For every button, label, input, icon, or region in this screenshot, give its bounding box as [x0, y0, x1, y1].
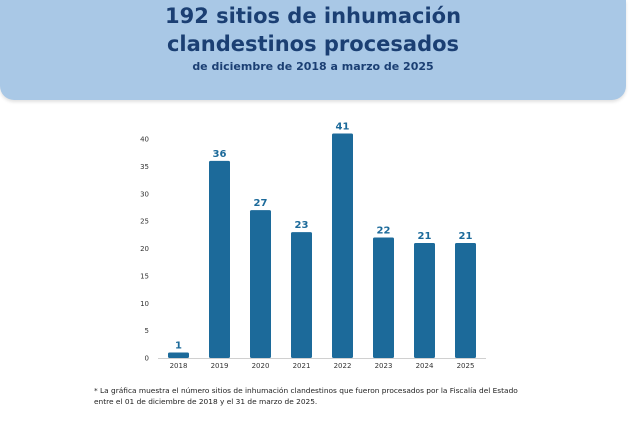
- y-tick-label: 40: [140, 136, 149, 144]
- data-label-2021: 23: [295, 220, 309, 231]
- title-line-1: 192 sitios de inhumación: [164, 4, 462, 28]
- data-label-2025: 21: [459, 231, 473, 242]
- bar-2023: [373, 237, 394, 358]
- data-label-2022: 41: [336, 122, 350, 133]
- y-tick-label: 15: [140, 272, 149, 280]
- chart-subtitle: de diciembre de 2018 a marzo de 2025: [192, 60, 434, 73]
- bar-2022: [332, 133, 353, 358]
- chart-title: 192 sitios de inhumación clandestinos pr…: [0, 0, 626, 58]
- x-tick-label: 2025: [457, 362, 475, 370]
- bar-2025: [455, 243, 476, 358]
- y-tick-label: 20: [140, 245, 149, 253]
- x-axis: 2018 2019 2020 2021 2022 2023 2024 2025: [158, 358, 486, 370]
- bar-2021: [291, 232, 312, 358]
- y-tick-label: 10: [140, 300, 149, 308]
- footnote: * La gráfica muestra el número sitios de…: [94, 386, 518, 406]
- y-axis: 0 5 10 15 20 25 30 35 40: [140, 136, 149, 363]
- data-label-2019: 36: [213, 149, 227, 160]
- y-tick-label: 25: [140, 218, 149, 226]
- x-tick-label: 2018: [170, 362, 188, 370]
- bar-2024: [414, 243, 435, 358]
- data-label-2024: 21: [418, 231, 432, 242]
- title-line-2: clandestinos procesados: [166, 32, 460, 56]
- y-tick-label: 30: [140, 190, 149, 198]
- bar-2019: [209, 160, 230, 358]
- y-tick-label: 5: [145, 327, 149, 335]
- y-tick-label: 35: [140, 163, 149, 171]
- bar-2018: [168, 352, 189, 358]
- bar-2020: [250, 210, 271, 358]
- x-tick-label: 2023: [375, 362, 393, 370]
- bars-group: 1 36 27 23 41 22 21 21: [168, 122, 476, 358]
- x-tick-label: 2024: [416, 362, 434, 370]
- x-tick-label: 2019: [211, 362, 229, 370]
- data-label-2018: 1: [175, 341, 182, 352]
- x-tick-label: 2022: [334, 362, 352, 370]
- data-label-2020: 27: [254, 198, 268, 209]
- y-tick-label: 0: [145, 355, 149, 363]
- x-tick-label: 2020: [252, 362, 270, 370]
- data-label-2023: 22: [377, 226, 391, 237]
- x-tick-label: 2021: [293, 362, 311, 370]
- header-banner: 192 sitios de inhumación clandestinos pr…: [0, 0, 626, 100]
